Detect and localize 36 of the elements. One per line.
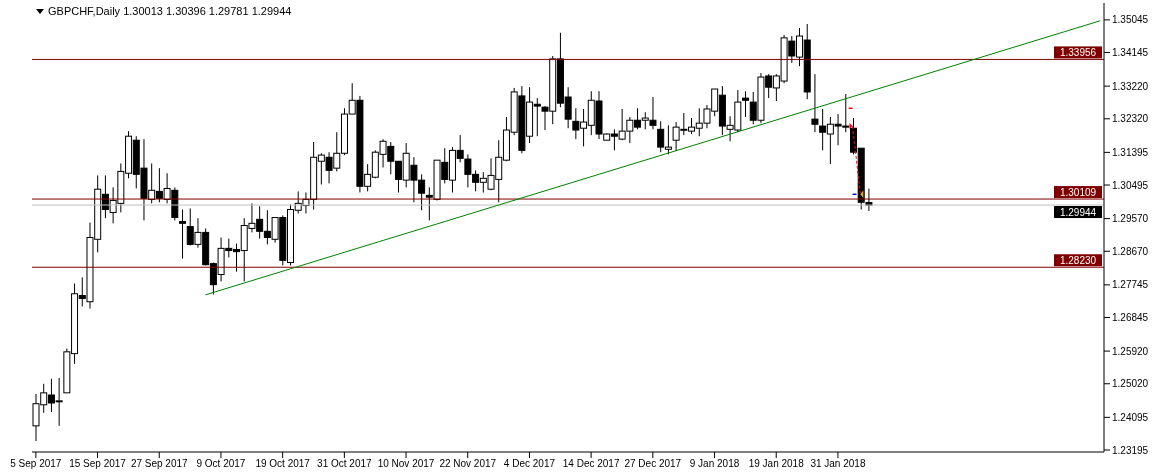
y-tick-label: 1.34145 (1112, 47, 1149, 59)
y-tick-label: 1.35045 (1112, 14, 1149, 26)
y-tick-label: 1.23195 (1112, 444, 1149, 456)
x-tick-label: 27 Sep 2017 (130, 458, 189, 470)
chart-title: GBPCHF,Daily 1.30013 1.30396 1.29781 1.29944 (48, 5, 292, 17)
x-tick-label: 5 Sep 2017 (10, 458, 62, 470)
ref-line-label: 1.28230 (1059, 255, 1097, 267)
x-tick-label: 19 Oct 2017 (255, 458, 311, 470)
candlestick (742, 90, 750, 118)
candlestick (811, 73, 819, 133)
y-tick-label: 1.24095 (1112, 411, 1149, 423)
x-tick-label: 9 Oct 2017 (196, 458, 246, 470)
ref-line-label: 1.33956 (1059, 47, 1097, 59)
ref-line-label: 1.29944 (1059, 207, 1097, 219)
y-tick-label: 1.31395 (1112, 146, 1149, 158)
ref-line-label: 1.30109 (1059, 187, 1097, 199)
y-tick-label: 1.26845 (1112, 312, 1149, 324)
y-tick-label: 1.32320 (1112, 113, 1149, 125)
y-tick-label: 1.33220 (1112, 80, 1149, 92)
x-tick-label: 19 Jan 2018 (748, 458, 805, 470)
y-tick-label: 1.30495 (1112, 179, 1149, 191)
y-tick-label: 1.27745 (1112, 279, 1149, 291)
x-tick-label: 27 Dec 2017 (624, 458, 682, 470)
x-tick-label: 4 Dec 2017 (503, 458, 556, 470)
x-tick-label: 14 Dec 2017 (562, 458, 620, 470)
x-tick-label: 10 Nov 2017 (377, 458, 435, 470)
y-tick-label: 1.28670 (1112, 245, 1149, 257)
x-tick-label: 15 Sep 2017 (69, 458, 127, 470)
y-tick-label: 1.25020 (1112, 378, 1149, 390)
y-tick-label: 1.25920 (1112, 345, 1149, 357)
y-tick-label: 1.29570 (1112, 213, 1149, 225)
x-tick-label: 22 Nov 2017 (439, 458, 497, 470)
candlestick (179, 209, 187, 260)
x-tick-label: 31 Oct 2017 (317, 458, 373, 470)
x-tick-label: 31 Jan 2018 (810, 458, 866, 470)
x-tick-label: 9 Jan 2018 (689, 458, 740, 470)
